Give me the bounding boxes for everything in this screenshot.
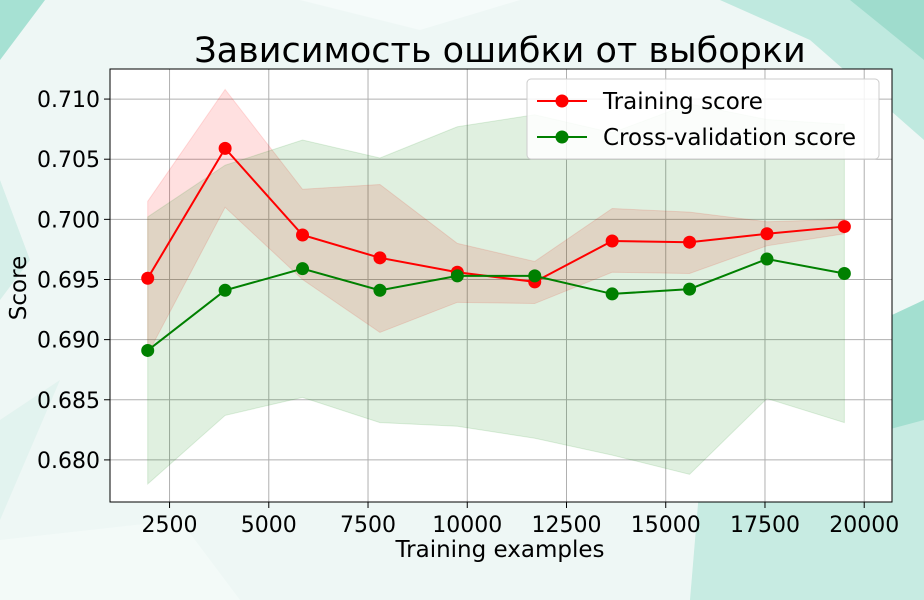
series-point-1 — [218, 283, 232, 297]
score-points — [141, 141, 851, 357]
series-point-1 — [528, 269, 542, 283]
series-line-1 — [147, 258, 845, 352]
series-point-0 — [683, 235, 697, 249]
x-tick-label: 17500 — [730, 513, 800, 538]
x-axis-ticks: 2500 5000 7500 10000 12500 15000 17500 20000 — [142, 502, 899, 538]
score-lines — [146, 146, 845, 352]
series-line-0 — [146, 146, 845, 283]
legend-label: Training score — [602, 89, 763, 115]
x-tick-label: 12500 — [531, 513, 601, 538]
legend: Training score Cross-validation score — [526, 78, 880, 160]
series-band-0 — [147, 88, 845, 355]
y-axis-label: Score — [6, 256, 32, 320]
x-tick-label: 20000 — [829, 513, 899, 538]
x-tick-label: 2500 — [142, 513, 198, 538]
y-tick-label: 0.700 — [37, 208, 100, 233]
legend-marker — [555, 130, 569, 144]
series-point-1 — [683, 282, 697, 296]
series-point-0 — [373, 251, 387, 265]
x-tick-label: 10000 — [432, 513, 502, 538]
y-tick-label: 0.685 — [37, 389, 100, 414]
legend-box — [526, 78, 880, 160]
y-tick-label: 0.695 — [37, 268, 100, 293]
legend-label: Cross-validation score — [603, 125, 856, 151]
y-tick-label: 0.680 — [37, 449, 100, 474]
y-tick-label: 0.690 — [37, 329, 100, 354]
series-point-0 — [218, 141, 232, 155]
x-tick-label: 5000 — [241, 513, 297, 538]
score-bands — [147, 88, 845, 486]
series-point-1 — [141, 343, 155, 357]
series-point-1 — [296, 262, 310, 276]
y-axis-ticks: 0.680 0.685 0.690 0.695 0.700 0.705 0.710 — [37, 88, 110, 474]
chart-title: Зависимость ошибки от выборки — [194, 31, 806, 71]
series-point-1 — [837, 266, 851, 280]
series-point-1 — [373, 283, 387, 297]
series-point-1 — [605, 287, 619, 301]
y-tick-label: 0.710 — [37, 88, 100, 113]
x-tick-label: 15000 — [631, 513, 701, 538]
x-axis-label: Training examples — [394, 537, 604, 563]
series-band-1 — [147, 103, 845, 486]
series-point-0 — [141, 271, 155, 285]
series-point-0 — [760, 227, 774, 241]
y-tick-label: 0.705 — [37, 148, 100, 173]
plot-frame — [109, 68, 893, 503]
series-point-1 — [760, 252, 774, 266]
series-point-0 — [296, 228, 310, 242]
legend-marker — [555, 94, 569, 108]
grid — [110, 69, 892, 502]
series-point-0 — [605, 234, 619, 248]
x-tick-label: 7500 — [340, 513, 396, 538]
series-point-0 — [837, 220, 851, 234]
series-point-1 — [450, 269, 464, 283]
